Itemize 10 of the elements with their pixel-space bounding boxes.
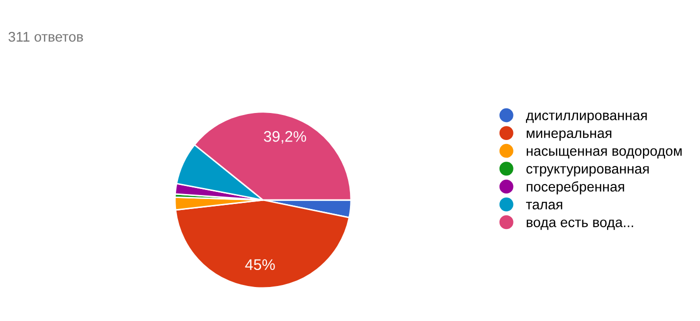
legend-label: дистиллированная	[526, 112, 647, 123]
legend-label: структурированная	[526, 166, 649, 176]
data-label: 39,2%	[264, 131, 306, 144]
data-label: 45%	[245, 259, 275, 270]
legend-label: минеральная	[526, 130, 612, 141]
legend-label: насыщенная водородом	[526, 148, 682, 159]
legend-label: посеребренная	[526, 181, 624, 194]
text: 311 ответов	[8, 32, 83, 42]
legend-label: талая	[526, 202, 562, 210]
legend-label: вода есть вода...	[526, 220, 634, 230]
